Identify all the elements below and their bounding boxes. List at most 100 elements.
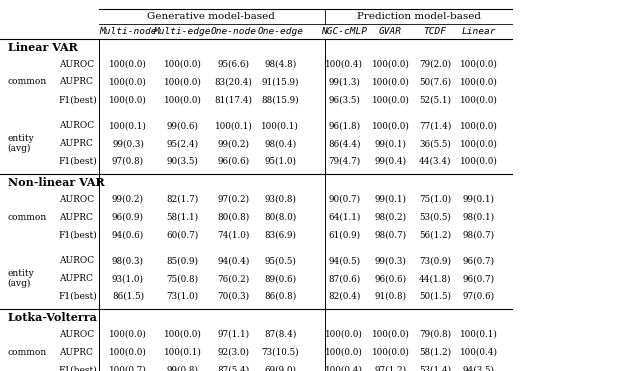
- Text: 94(0.5): 94(0.5): [328, 256, 360, 265]
- Text: 92(3.0): 92(3.0): [218, 348, 250, 357]
- Text: Linear VAR: Linear VAR: [8, 42, 77, 53]
- Text: F1(best): F1(best): [59, 365, 98, 371]
- Text: 85(0.9): 85(0.9): [166, 256, 198, 265]
- Text: 100(0.0): 100(0.0): [109, 330, 147, 339]
- Text: 77(1.4): 77(1.4): [419, 121, 451, 130]
- Text: 100(0.0): 100(0.0): [460, 95, 498, 104]
- Text: 100(0.0): 100(0.0): [460, 121, 498, 130]
- Text: 100(0.1): 100(0.1): [163, 348, 202, 357]
- Text: AUPRC: AUPRC: [59, 78, 93, 86]
- Text: 99(0.3): 99(0.3): [112, 139, 144, 148]
- Text: 82(1.7): 82(1.7): [166, 195, 198, 204]
- Text: 100(0.4): 100(0.4): [325, 365, 364, 371]
- Text: AUPRC: AUPRC: [59, 348, 93, 357]
- Text: 91(15.9): 91(15.9): [262, 78, 299, 86]
- Text: entity: entity: [8, 134, 35, 143]
- Text: 100(0.0): 100(0.0): [163, 60, 202, 69]
- Text: 93(1.0): 93(1.0): [112, 274, 144, 283]
- Text: 50(1.5): 50(1.5): [419, 292, 451, 301]
- Text: 79(4.7): 79(4.7): [328, 157, 360, 166]
- Text: 70(0.3): 70(0.3): [218, 292, 250, 301]
- Text: GVAR: GVAR: [379, 27, 402, 36]
- Text: NGC-cMLP: NGC-cMLP: [321, 27, 367, 36]
- Text: 100(0.4): 100(0.4): [325, 60, 364, 69]
- Text: F1(best): F1(best): [59, 292, 98, 301]
- Text: 80(0.8): 80(0.8): [218, 213, 250, 221]
- Text: Non-linear VAR: Non-linear VAR: [8, 177, 104, 188]
- Text: 73(1.0): 73(1.0): [166, 292, 198, 301]
- Text: 99(1.3): 99(1.3): [328, 78, 360, 86]
- Text: 100(0.4): 100(0.4): [460, 348, 498, 357]
- Text: 97(1.2): 97(1.2): [374, 365, 406, 371]
- Text: 81(17.4): 81(17.4): [214, 95, 253, 104]
- Text: AUROC: AUROC: [59, 60, 94, 69]
- Text: Multi-edge: Multi-edge: [154, 27, 211, 36]
- Text: 100(0.1): 100(0.1): [214, 121, 253, 130]
- Text: 58(1.1): 58(1.1): [166, 213, 198, 221]
- Text: 73(0.9): 73(0.9): [419, 256, 451, 265]
- Text: 98(0.3): 98(0.3): [112, 256, 144, 265]
- Text: 53(1.4): 53(1.4): [419, 365, 451, 371]
- Text: 100(0.1): 100(0.1): [460, 330, 498, 339]
- Text: 100(0.0): 100(0.0): [460, 157, 498, 166]
- Text: Generative model-based: Generative model-based: [147, 12, 275, 21]
- Text: entity: entity: [8, 269, 35, 278]
- Text: common: common: [8, 213, 47, 221]
- Text: 98(0.2): 98(0.2): [374, 213, 406, 221]
- Text: 96(3.5): 96(3.5): [328, 95, 360, 104]
- Text: 53(0.5): 53(0.5): [419, 213, 451, 221]
- Text: 86(4.4): 86(4.4): [328, 139, 360, 148]
- Text: 98(0.7): 98(0.7): [374, 230, 406, 239]
- Text: 94(3.5): 94(3.5): [463, 365, 495, 371]
- Text: 87(0.6): 87(0.6): [328, 274, 360, 283]
- Text: 79(2.0): 79(2.0): [419, 60, 451, 69]
- Text: 44(3.4): 44(3.4): [419, 157, 451, 166]
- Text: 99(0.1): 99(0.1): [463, 195, 495, 204]
- Text: 82(0.4): 82(0.4): [328, 292, 360, 301]
- Text: 56(1.2): 56(1.2): [419, 230, 451, 239]
- Text: 86(0.8): 86(0.8): [264, 292, 296, 301]
- Text: 73(10.5): 73(10.5): [262, 348, 299, 357]
- Text: 94(0.6): 94(0.6): [112, 230, 144, 239]
- Text: 98(0.4): 98(0.4): [264, 139, 296, 148]
- Text: 96(0.9): 96(0.9): [112, 213, 144, 221]
- Text: 100(0.0): 100(0.0): [371, 78, 410, 86]
- Text: AUROC: AUROC: [59, 195, 94, 204]
- Text: (avg): (avg): [8, 279, 31, 288]
- Text: F1(best): F1(best): [59, 157, 98, 166]
- Text: 79(0.8): 79(0.8): [419, 330, 451, 339]
- Text: 83(6.9): 83(6.9): [264, 230, 296, 239]
- Text: 44(1.8): 44(1.8): [419, 274, 451, 283]
- Text: 100(0.0): 100(0.0): [371, 95, 410, 104]
- Text: 100(0.0): 100(0.0): [325, 348, 364, 357]
- Text: 100(0.0): 100(0.0): [109, 348, 147, 357]
- Text: 100(0.0): 100(0.0): [163, 95, 202, 104]
- Text: 100(0.0): 100(0.0): [371, 330, 410, 339]
- Text: 100(0.1): 100(0.1): [109, 121, 147, 130]
- Text: 96(0.6): 96(0.6): [374, 274, 406, 283]
- Text: 99(0.4): 99(0.4): [374, 157, 406, 166]
- Text: 100(0.0): 100(0.0): [109, 78, 147, 86]
- Text: 60(0.7): 60(0.7): [166, 230, 198, 239]
- Text: 100(0.0): 100(0.0): [109, 95, 147, 104]
- Text: 100(0.0): 100(0.0): [371, 348, 410, 357]
- Text: (avg): (avg): [8, 144, 31, 153]
- Text: 100(0.0): 100(0.0): [460, 78, 498, 86]
- Text: 87(8.4): 87(8.4): [264, 330, 296, 339]
- Text: 100(0.1): 100(0.1): [261, 121, 300, 130]
- Text: 100(0.0): 100(0.0): [163, 330, 202, 339]
- Text: 83(20.4): 83(20.4): [214, 78, 253, 86]
- Text: common: common: [8, 348, 47, 357]
- Text: 99(0.1): 99(0.1): [374, 195, 406, 204]
- Text: AUPRC: AUPRC: [59, 213, 93, 221]
- Text: common: common: [8, 78, 47, 86]
- Text: 90(3.5): 90(3.5): [166, 157, 198, 166]
- Text: 74(1.0): 74(1.0): [218, 230, 250, 239]
- Text: Prediction model-based: Prediction model-based: [356, 12, 481, 21]
- Text: AUPRC: AUPRC: [59, 139, 93, 148]
- Text: 99(0.3): 99(0.3): [374, 256, 406, 265]
- Text: 52(5.1): 52(5.1): [419, 95, 451, 104]
- Text: 97(0.6): 97(0.6): [463, 292, 495, 301]
- Text: Linear: Linear: [461, 27, 496, 36]
- Text: 87(5.4): 87(5.4): [218, 365, 250, 371]
